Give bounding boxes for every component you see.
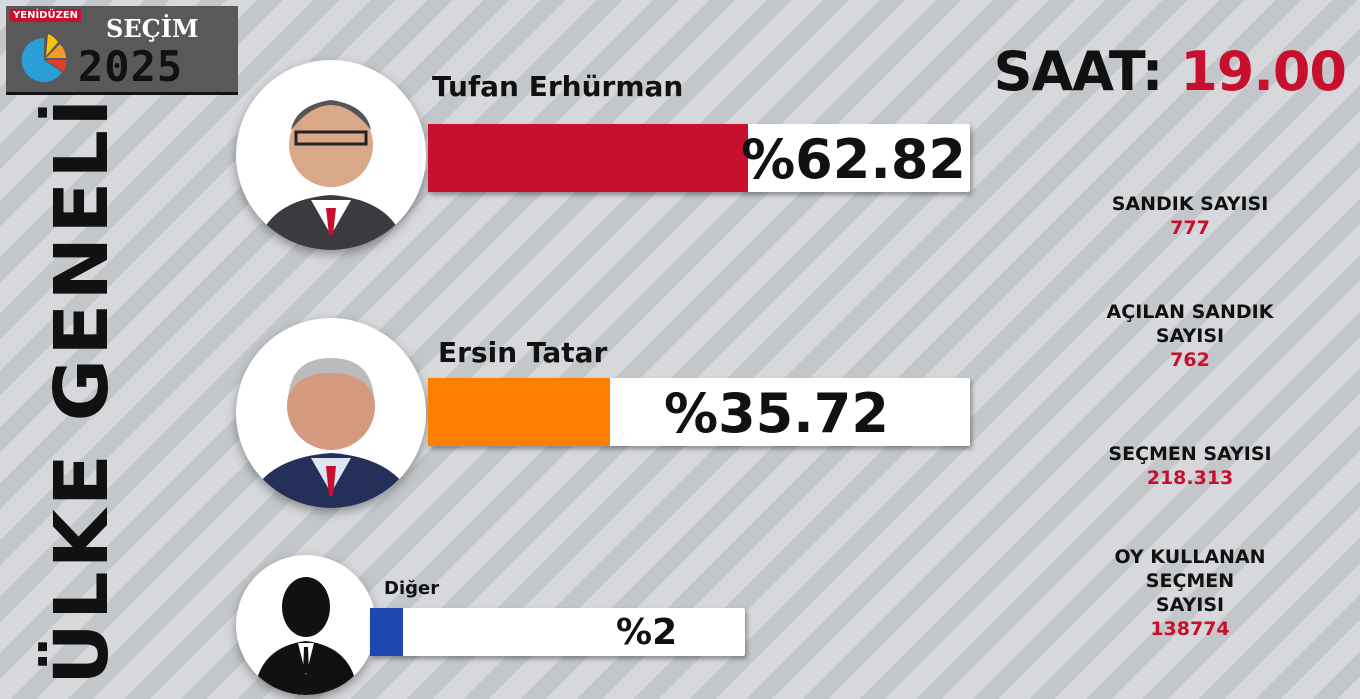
side-title: ÜLKE GENELİ bbox=[39, 95, 125, 686]
stat-label: SANDIK SAYISI bbox=[1111, 193, 1269, 215]
percent-label: %62.82 bbox=[741, 128, 966, 191]
stat-opened-boxes: AÇILAN SANDIK SAYISI 762 bbox=[1080, 300, 1300, 372]
bar-fill bbox=[428, 378, 610, 446]
stat-value: 138774 bbox=[1150, 618, 1230, 640]
secim-2025-logo: YENİDÜZEN SEÇİM 2025 bbox=[6, 6, 238, 95]
result-bar: %2 bbox=[370, 608, 745, 656]
person-icon bbox=[256, 100, 406, 250]
stat-votes-cast: OY KULLANAN SEÇMEN SAYISI 138774 bbox=[1080, 545, 1300, 641]
stat-label: OY KULLANAN SEÇMEN SAYISI bbox=[1114, 546, 1266, 616]
percent-label: %35.72 bbox=[664, 382, 889, 445]
stat-label: AÇILAN SANDIK SAYISI bbox=[1106, 301, 1274, 347]
result-bar: %35.72 bbox=[428, 378, 970, 446]
stat-value: 218.313 bbox=[1146, 467, 1234, 489]
stat-label: SEÇMEN SAYISI bbox=[1108, 443, 1272, 465]
clock: SAAT: 19.00 bbox=[993, 40, 1347, 103]
candidate-photo bbox=[236, 318, 426, 508]
stat-value: 762 bbox=[1170, 349, 1210, 371]
bar-fill bbox=[370, 608, 403, 656]
stat-voters: SEÇMEN SAYISI 218.313 bbox=[1080, 442, 1300, 490]
candidate-photo bbox=[236, 60, 426, 250]
percent-label: %2 bbox=[616, 612, 678, 653]
logo-year: 2025 bbox=[78, 42, 184, 91]
stat-ballot-boxes: SANDIK SAYISI 777 bbox=[1080, 192, 1300, 240]
clock-time: 19.00 bbox=[1180, 40, 1347, 103]
candidate-photo bbox=[236, 555, 376, 695]
bar-fill bbox=[428, 124, 749, 192]
pie-chart-icon bbox=[21, 34, 67, 82]
stat-value: 777 bbox=[1170, 217, 1210, 239]
brand-label: YENİDÜZEN bbox=[10, 9, 82, 22]
logo-title: SEÇİM bbox=[106, 14, 199, 43]
result-bar: %62.82 bbox=[428, 124, 970, 192]
candidate-name: Ersin Tatar bbox=[438, 336, 608, 369]
person-icon bbox=[246, 358, 416, 508]
silhouette-icon bbox=[254, 577, 358, 695]
candidate-name: Tufan Erhürman bbox=[432, 70, 684, 103]
candidate-name: Diğer bbox=[384, 578, 440, 599]
clock-label: SAAT: bbox=[993, 40, 1164, 103]
